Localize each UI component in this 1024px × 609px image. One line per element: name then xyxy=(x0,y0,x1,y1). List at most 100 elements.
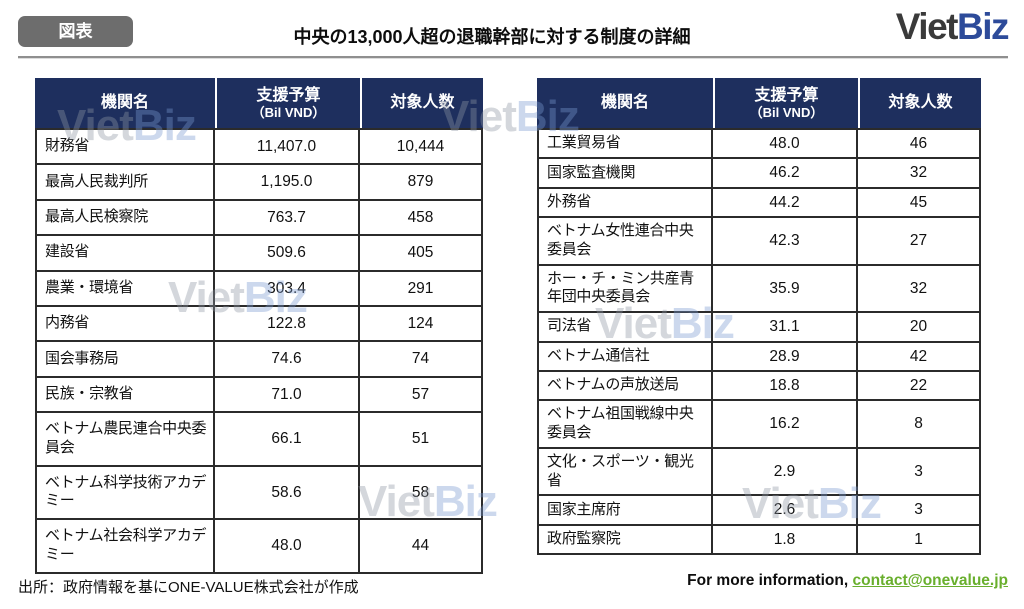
count-cell: 74 xyxy=(360,342,483,378)
page-title: 中央の13,000人超の退職幹部に対する制度の詳細 xyxy=(293,27,691,47)
col-header-budget-unit: （Bil VND） xyxy=(251,104,326,120)
org-name-cell: 外務省 xyxy=(537,188,713,219)
budget-cell: 66.1 xyxy=(215,413,360,467)
table-row: 外務省 44.2 45 xyxy=(537,188,981,219)
budget-cell: 11,407.0 xyxy=(215,128,360,166)
budget-cell: 58.6 xyxy=(215,466,360,520)
source-note: 出所：政府情報を基にONE-VALUE株式会社が作成 xyxy=(18,579,359,596)
count-cell: 8 xyxy=(858,401,981,449)
budget-cell: 1,195.0 xyxy=(215,165,360,201)
org-name-cell: 工業貿易省 xyxy=(537,128,713,160)
col-header-budget-unit: （Bil VND） xyxy=(749,104,824,120)
count-cell: 58 xyxy=(360,466,483,520)
table-row: ベトナム祖国戦線中央委員会 16.2 8 xyxy=(537,401,981,449)
org-name-cell: 最高人民検察院 xyxy=(35,200,215,237)
col-header-count: 対象人数 xyxy=(360,78,483,128)
table-row: 農業・環境省 303.4 291 xyxy=(35,271,483,307)
count-cell: 291 xyxy=(360,271,483,307)
org-name-cell: 国家監査機関 xyxy=(537,159,713,189)
table-row: 国会事務局 74.6 74 xyxy=(35,342,483,378)
org-name-cell: 建設省 xyxy=(35,236,215,272)
table-row: 内務省 122.8 124 xyxy=(35,306,483,343)
table-row: 工業貿易省 48.0 46 xyxy=(537,128,981,160)
count-cell: 124 xyxy=(360,306,483,343)
count-cell: 20 xyxy=(858,313,981,343)
table-row: 最高人民検察院 763.7 458 xyxy=(35,200,483,237)
logo-part-viet: Viet xyxy=(895,6,959,47)
org-name-cell: 民族・宗教省 xyxy=(35,377,215,413)
budget-cell: 2.6 xyxy=(713,496,858,526)
col-header-budget-main: 支援予算 xyxy=(754,86,819,104)
table-row: 建設省 509.6 405 xyxy=(35,236,483,272)
figure-badge: 図表 xyxy=(18,16,133,47)
count-cell: 22 xyxy=(858,371,981,402)
table-row: ベトナム通信社 28.9 42 xyxy=(537,342,981,372)
budget-cell: 1.8 xyxy=(713,525,858,555)
budget-cell: 74.6 xyxy=(215,342,360,378)
org-name-cell: ホー・チ・ミン共産青年団中央委員会 xyxy=(537,265,713,314)
budget-cell: 18.8 xyxy=(713,371,858,402)
org-name-cell: ベトナムの声放送局 xyxy=(537,371,713,402)
org-name-cell: 農業・環境省 xyxy=(35,271,215,307)
count-cell: 879 xyxy=(360,165,483,201)
budget-cell: 35.9 xyxy=(713,265,858,314)
count-cell: 32 xyxy=(858,265,981,314)
budget-cell: 42.3 xyxy=(713,218,858,266)
logo-part-biz: Biz xyxy=(957,6,1010,47)
left-table-header-row: 機関名 支援予算 （Bil VND） 対象人数 xyxy=(35,78,483,128)
table-row: 財務省 11,407.0 10,444 xyxy=(35,128,483,166)
vietbiz-logo: VietBiz xyxy=(895,5,1010,49)
count-cell: 3 xyxy=(858,448,981,497)
budget-cell: 48.0 xyxy=(713,128,858,160)
table-row: ベトナム農民連合中央委員会 66.1 51 xyxy=(35,413,483,467)
contact-prefix: For more information, xyxy=(687,572,853,589)
org-name-cell: 国会事務局 xyxy=(35,342,215,378)
right-table-body: 工業貿易省 48.0 46 国家監査機関 46.2 32 外務省 44.2 45 ベトナム女性連合… xyxy=(537,128,981,555)
budget-cell: 2.9 xyxy=(713,448,858,497)
count-cell: 32 xyxy=(858,159,981,189)
count-cell: 57 xyxy=(360,377,483,413)
org-name-cell: 国家主席府 xyxy=(537,496,713,526)
org-name-cell: ベトナム通信社 xyxy=(537,342,713,372)
budget-cell: 48.0 xyxy=(215,520,360,574)
org-name-cell: 文化・スポーツ・観光省 xyxy=(537,448,713,497)
right-table-header-row: 機関名 支援予算 （Bil VND） 対象人数 xyxy=(537,78,981,128)
org-name-cell: ベトナム女性連合中央委員会 xyxy=(537,218,713,266)
org-name-cell: 政府監察院 xyxy=(537,525,713,555)
table-row: 政府監察院 1.8 1 xyxy=(537,525,981,555)
col-header-budget: 支援予算 （Bil VND） xyxy=(713,78,858,128)
org-name-cell: 司法省 xyxy=(537,313,713,343)
col-header-org: 機関名 xyxy=(537,78,713,128)
count-cell: 44 xyxy=(360,520,483,574)
count-cell: 42 xyxy=(858,342,981,372)
count-cell: 3 xyxy=(858,496,981,526)
col-header-budget: 支援予算 （Bil VND） xyxy=(215,78,360,128)
budget-cell: 71.0 xyxy=(215,377,360,413)
left-table-body: 財務省 11,407.0 10,444 最高人民裁判所 1,195.0 879 最高人民検察… xyxy=(35,128,483,574)
table-row: ベトナムの声放送局 18.8 22 xyxy=(537,371,981,402)
budget-cell: 509.6 xyxy=(215,236,360,272)
left-table: 機関名 支援予算 （Bil VND） 対象人数 財務省 11,407.0 10,44… xyxy=(35,78,483,574)
contact-info: For more information, contact@onevalue.j… xyxy=(687,572,1008,590)
budget-cell: 122.8 xyxy=(215,306,360,343)
table-row: 司法省 31.1 20 xyxy=(537,313,981,343)
count-cell: 458 xyxy=(360,200,483,237)
count-cell: 27 xyxy=(858,218,981,266)
contact-email-link[interactable]: contact@onevalue.jp xyxy=(852,572,1008,589)
budget-cell: 763.7 xyxy=(215,200,360,237)
table-row: ホー・チ・ミン共産青年団中央委員会 35.9 32 xyxy=(537,265,981,314)
header-divider xyxy=(18,56,1008,59)
table-row: ベトナム科学技術アカデミー 58.6 58 xyxy=(35,466,483,520)
org-name-cell: ベトナム社会科学アカデミー xyxy=(35,520,215,574)
budget-cell: 44.2 xyxy=(713,188,858,219)
table-row: 文化・スポーツ・観光省 2.9 3 xyxy=(537,448,981,497)
col-header-count: 対象人数 xyxy=(858,78,981,128)
right-table: 機関名 支援予算 （Bil VND） 対象人数 工業貿易省 48.0 46 国家監査機… xyxy=(537,78,981,555)
count-cell: 1 xyxy=(858,525,981,555)
org-name-cell: ベトナム科学技術アカデミー xyxy=(35,466,215,520)
budget-cell: 16.2 xyxy=(713,401,858,449)
budget-cell: 28.9 xyxy=(713,342,858,372)
table-row: 国家監査機関 46.2 32 xyxy=(537,159,981,189)
budget-cell: 31.1 xyxy=(713,313,858,343)
org-name-cell: 財務省 xyxy=(35,128,215,166)
